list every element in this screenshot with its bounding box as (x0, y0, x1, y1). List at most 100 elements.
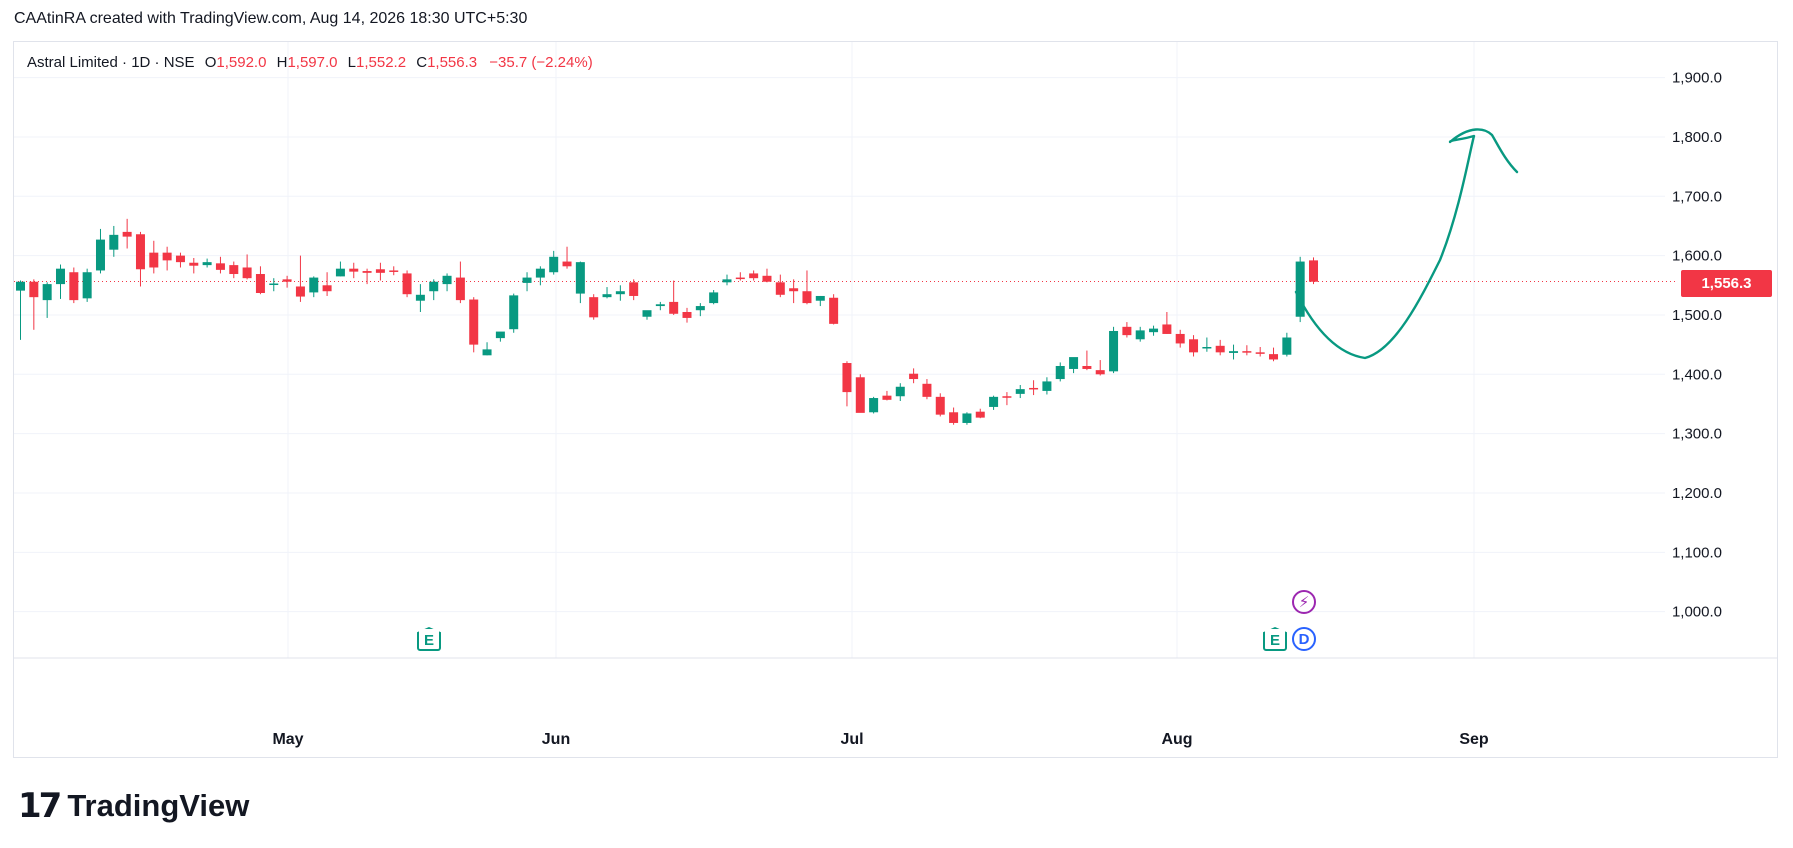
candle-body (202, 262, 212, 266)
y-tick-label: 1,800.0 (1672, 129, 1722, 146)
candle-body (1229, 351, 1239, 353)
candle-body (775, 282, 785, 295)
y-tick-label: 1,600.0 (1672, 248, 1722, 265)
candle-body (16, 281, 25, 291)
candle-body (1189, 339, 1199, 353)
candle-body (1029, 387, 1039, 390)
y-tick-label: 1,500.0 (1672, 307, 1722, 324)
candle-body (375, 269, 385, 273)
candle-body (122, 231, 132, 237)
candle-body (1202, 347, 1212, 349)
candle-body (922, 383, 932, 397)
candle-body (869, 398, 879, 413)
candle-body (175, 255, 185, 263)
high-value: 1,597.0 (287, 54, 338, 71)
candle-body (482, 349, 492, 356)
high-label: H (276, 54, 288, 71)
y-tick-label: 1,100.0 (1672, 544, 1722, 561)
y-tick-label: 1,400.0 (1672, 366, 1722, 383)
candle-body (1242, 351, 1252, 353)
candle-body (575, 262, 585, 294)
candle-body (1002, 396, 1012, 398)
close-label: C (416, 54, 428, 71)
candle-body (322, 285, 332, 292)
candle-body (709, 292, 719, 304)
candle-body (1255, 352, 1265, 354)
candle-body (615, 291, 625, 295)
candle-body (642, 310, 652, 317)
candle-body (295, 286, 305, 297)
candle-body (69, 272, 79, 301)
candle-body (469, 299, 479, 345)
candle-body (1082, 365, 1092, 369)
candle-body (1069, 357, 1079, 369)
candle-body (1122, 326, 1132, 336)
candle-body (42, 284, 52, 301)
candle-body (669, 301, 679, 314)
chart-frame[interactable] (13, 41, 1778, 758)
candle-body (655, 304, 665, 307)
open-label: O (204, 54, 217, 71)
dividend-event-icon[interactable]: D (1292, 627, 1316, 651)
candle-body (109, 234, 119, 250)
candle-body (882, 395, 892, 400)
candle-body (282, 279, 292, 282)
candle-body (162, 252, 172, 261)
y-tick-label: 1,700.0 (1672, 188, 1722, 205)
symbol-name: Astral Limited · 1D · NSE (27, 54, 195, 71)
split-event-icon[interactable]: ⚡ (1292, 590, 1316, 614)
candle-body (589, 297, 599, 318)
candle-body (55, 268, 65, 285)
candle-body (509, 295, 519, 330)
candle-body (549, 256, 559, 273)
x-tick-label: Jun (542, 731, 570, 748)
earnings-event-icon[interactable]: E (1263, 627, 1287, 651)
y-tick-label: 1,900.0 (1672, 70, 1722, 87)
candle-body (789, 288, 799, 292)
candle-body (309, 277, 319, 293)
candle-body (1095, 370, 1105, 375)
candle-body (429, 281, 439, 292)
candle-body (1149, 328, 1159, 333)
candle-body (1175, 333, 1185, 344)
candle-body (949, 412, 959, 423)
candle-body (335, 268, 345, 277)
candle-body (1015, 389, 1025, 394)
tradingview-logo-text: TradingView (67, 788, 250, 823)
candle-body (1135, 330, 1145, 340)
candle-body (815, 295, 825, 301)
candle-body (989, 396, 999, 407)
chart-credit: CAAtinRA created with TradingView.com, A… (14, 10, 528, 27)
candle-body (682, 311, 692, 318)
y-tick-label: 1,300.0 (1672, 426, 1722, 443)
x-tick-label: Sep (1459, 731, 1489, 748)
candle-body (802, 291, 812, 304)
candle-body (1215, 345, 1225, 353)
candle-body (602, 294, 612, 298)
candle-body (1269, 354, 1279, 360)
x-tick-label: Jul (840, 731, 863, 748)
close-value: 1,556.3 (427, 54, 478, 71)
earnings-event-icon[interactable]: E (417, 627, 441, 651)
y-tick-label: 1,200.0 (1672, 485, 1722, 502)
candle-body (762, 275, 772, 282)
candle-body (189, 262, 199, 266)
candle-body (215, 263, 225, 270)
candle-body (735, 277, 745, 280)
candle-body (962, 413, 972, 423)
candle-body (749, 273, 759, 279)
candle-body (82, 272, 92, 299)
candle-body (842, 363, 852, 393)
last-price-tag: 1,556.3 (1681, 270, 1772, 297)
candle-body (1109, 330, 1119, 372)
candle-body (402, 273, 412, 295)
candle-body (242, 267, 252, 279)
tradingview-logo[interactable]: 17 TradingView (18, 786, 249, 826)
candle-body (1295, 261, 1305, 317)
low-label: L (347, 54, 357, 71)
x-tick-label: May (272, 731, 303, 748)
candle-body (895, 386, 905, 397)
candle-body (255, 274, 265, 294)
candle-body (535, 268, 545, 278)
